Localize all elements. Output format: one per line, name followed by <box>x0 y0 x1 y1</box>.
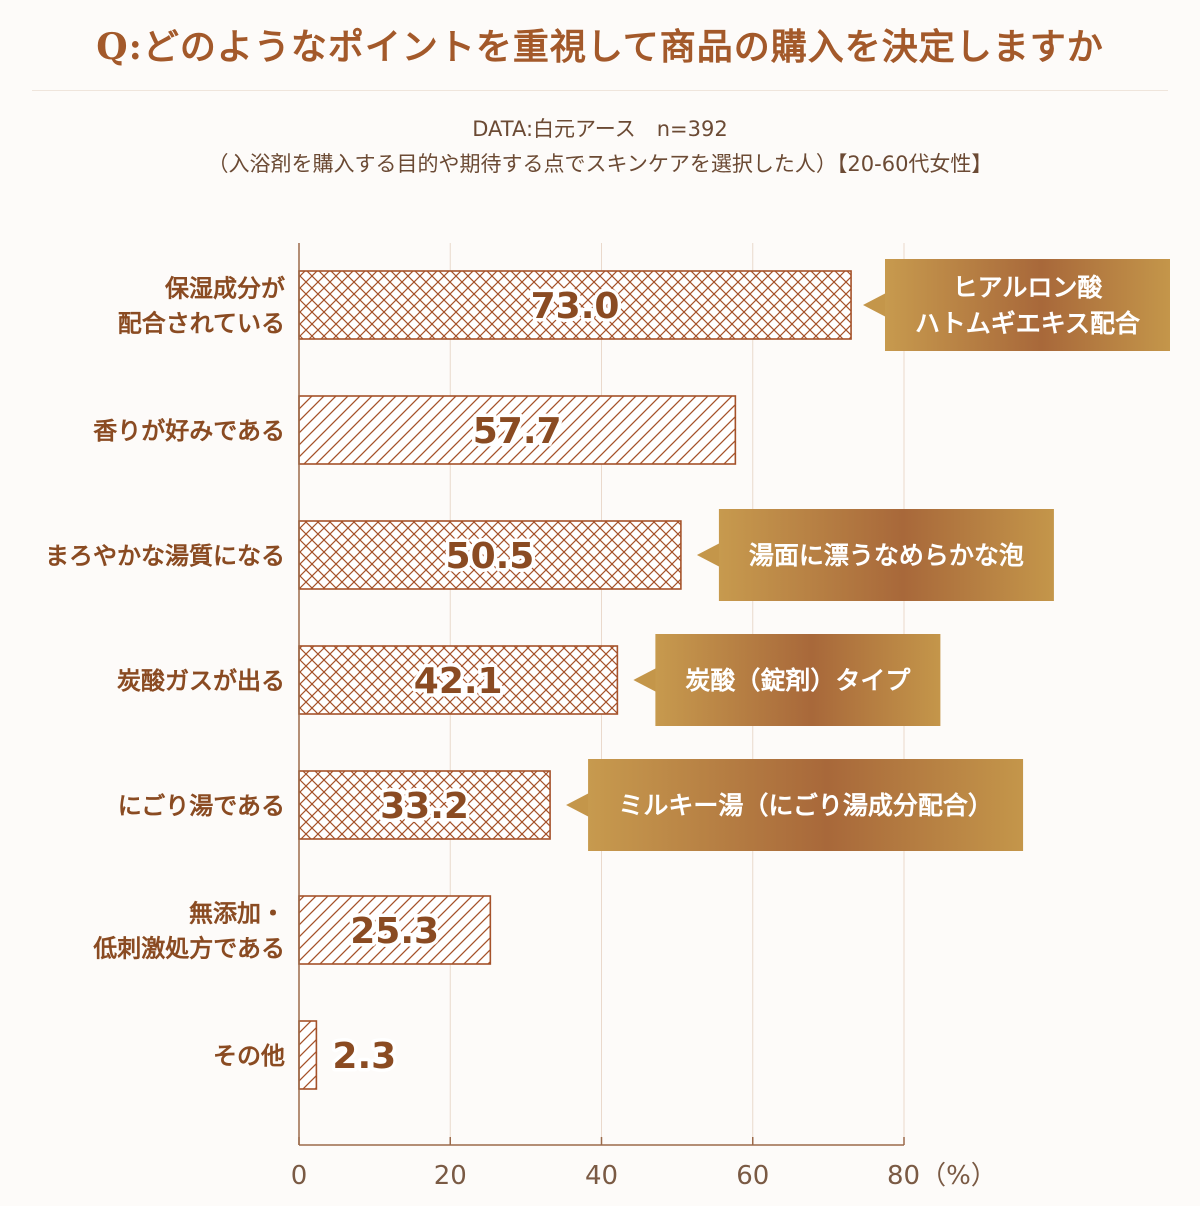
callout-box <box>588 759 1024 851</box>
bar <box>298 270 852 340</box>
data-label: 57.7 <box>473 411 562 452</box>
x-tick-label: 20 <box>434 1161 467 1191</box>
callout-text: ハトムギエキス配合 <box>915 309 1141 338</box>
category-label: 香りが好みである <box>93 417 285 445</box>
axes: 保湿成分が配合されている香りが好みであるまろやかな湯質になる炭酸ガスが出るにごり… <box>45 243 997 1191</box>
category-label: まろやかな湯質になる <box>45 542 285 570</box>
chart-title: Q:どのようなポイントを重視して商品の購入を決定しますか <box>96 26 1104 68</box>
data-label: 42.1 <box>414 661 503 702</box>
callout-pointer <box>696 543 720 567</box>
data-label: 50.5 <box>446 536 535 577</box>
bar <box>298 395 737 465</box>
category-label: 低刺激処方である <box>92 935 285 963</box>
callout-text: 湯面に漂うなめらかな泡 <box>749 541 1024 570</box>
callout: 湯面に漂うなめらかな泡 <box>696 509 1054 601</box>
survey-population-line: （入浴剤を購入する目的や期待する点でスキンケアを選択した人）【20-60代女性】 <box>207 152 993 176</box>
x-tick-label: 80（%） <box>887 1161 997 1191</box>
category-label: にごり湯である <box>118 792 285 820</box>
data-label: 73.0 <box>531 286 620 327</box>
bar <box>298 645 619 715</box>
data-label: 2.3 <box>332 1036 396 1077</box>
bar <box>298 520 682 590</box>
callout-box <box>718 509 1054 601</box>
callout-pointer <box>566 793 590 817</box>
callout-text: 炭酸（錠剤）タイプ <box>685 666 911 695</box>
callout: ミルキー湯（にごり湯成分配合） <box>566 759 1024 851</box>
data-label: 25.3 <box>350 911 439 952</box>
callout: 炭酸（錠剤）タイプ <box>633 634 941 726</box>
data-label: 33.2 <box>380 786 469 827</box>
callout-pointer <box>633 668 657 692</box>
callout-box <box>885 259 1170 351</box>
bar <box>298 1020 318 1090</box>
callout-text: ヒアルロン酸 <box>953 273 1104 302</box>
category-label: その他 <box>213 1042 285 1070</box>
callout-pointer <box>863 293 886 317</box>
category-label: 無添加・ <box>189 900 285 928</box>
data-source-line: DATA:白元アース n=392 <box>472 117 728 141</box>
bar <box>298 770 551 840</box>
x-tick-label: 40 <box>585 1161 618 1191</box>
bars: 73.0 57.7 50.5 42.1 33.2 25.3 2.3 <box>298 270 852 1090</box>
x-tick-label: 0 <box>291 1161 308 1191</box>
title-divider <box>32 90 1168 91</box>
callouts: ヒアルロン酸ハトムギエキス配合湯面に漂うなめらかな泡炭酸（錠剤）タイプミルキー湯… <box>566 259 1170 851</box>
callout-text: ミルキー湯（にごり湯成分配合） <box>618 791 993 820</box>
callout-box <box>655 634 941 726</box>
category-label: 配合されている <box>118 310 285 338</box>
x-tick-label: 60 <box>736 1161 769 1191</box>
category-label: 保湿成分が <box>164 275 285 303</box>
category-label: 炭酸ガスが出る <box>117 667 285 695</box>
